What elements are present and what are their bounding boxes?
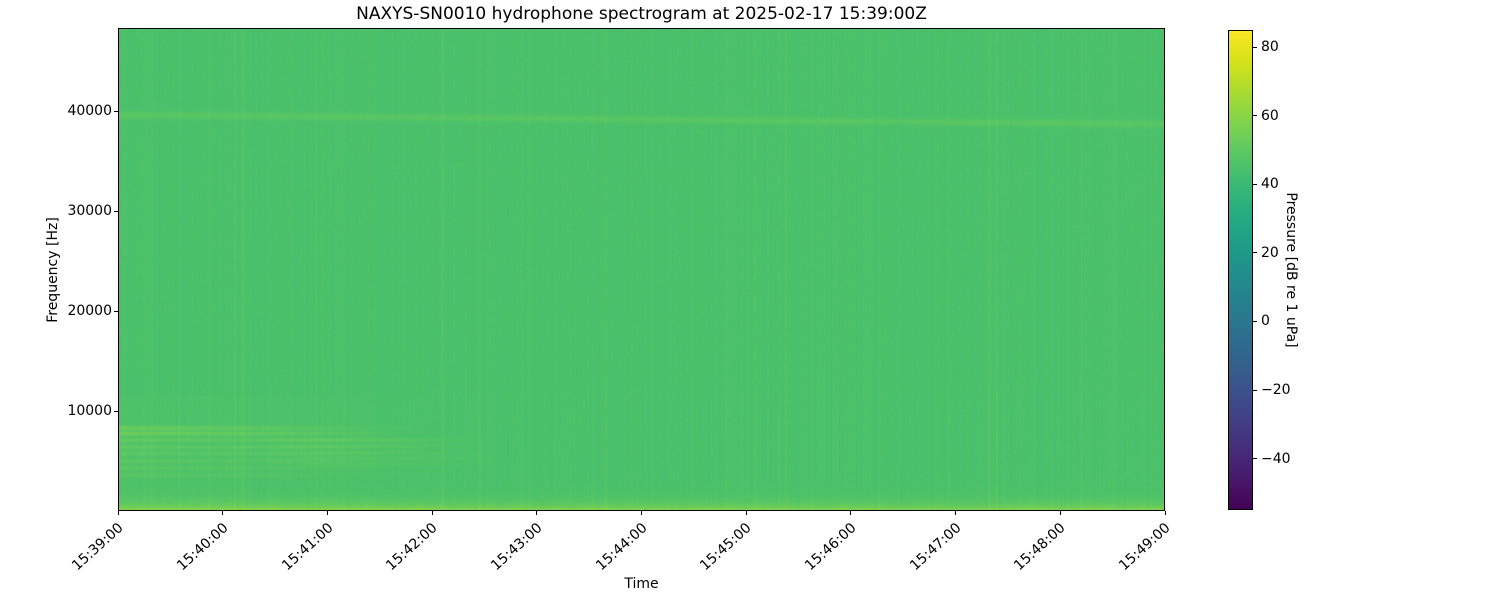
colorbar-tick-label: 80 [1261,39,1279,56]
x-tick-label: 15:49:00 [1116,520,1174,574]
colorbar-tick-mark [1253,458,1257,460]
x-tick-label: 15:42:00 [383,520,441,574]
x-tick-label: 15:47:00 [906,520,965,574]
x-tick-mark [1059,511,1061,515]
x-tick-label: 15:40:00 [173,520,232,574]
colorbar-tick-label: 0 [1261,313,1270,330]
x-tick-mark [536,511,538,515]
x-tick-label: 15:41:00 [278,520,337,574]
colorbar-tick-label: −20 [1261,382,1291,398]
chart-title: NAXYS-SN0010 hydrophone spectrogram at 2… [356,4,927,24]
x-tick-mark [745,511,747,515]
colorbar-tick-mark [1253,183,1257,185]
x-tick-label: 15:44:00 [592,520,651,574]
x-axis-label: Time [624,576,659,592]
y-tick-label: 40000 [67,103,112,119]
x-tick-mark [955,511,957,515]
x-tick-label: 15:43:00 [488,520,546,574]
colorbar-tick-mark [1253,389,1257,391]
colorbar-gradient [1228,30,1253,510]
x-tick-label: 15:39:00 [69,520,127,574]
x-tick-mark [641,511,642,515]
colorbar-tick-mark [1253,46,1257,48]
colorbar-tick-label: −40 [1261,450,1291,467]
colorbar-label: Pressure [dB re 1 uPa] [1283,192,1299,348]
x-tick-mark [222,511,224,515]
x-tick-mark [850,511,852,515]
x-tick-label: 15:46:00 [802,520,860,574]
colorbar-tick-label: 60 [1261,107,1279,124]
x-tick-label: 15:45:00 [697,520,755,574]
y-tick-mark [114,410,118,412]
spectrogram-heatmap [118,28,1165,511]
y-tick-mark [114,110,118,112]
colorbar-tick-label: 20 [1261,244,1279,261]
y-tick-mark [114,210,118,212]
x-tick-mark [1164,511,1166,515]
y-tick-label: 10000 [67,403,112,419]
y-tick-mark [114,310,118,312]
x-tick-mark [326,511,328,515]
colorbar-tick-mark [1253,320,1257,322]
x-tick-mark [431,511,433,515]
colorbar-tick-mark [1253,115,1257,117]
y-tick-label: 30000 [67,203,112,219]
colorbar-tick-mark [1253,252,1257,254]
colorbar-tick-label: 40 [1261,176,1279,193]
y-tick-label: 20000 [67,303,112,319]
x-tick-label: 15:48:00 [1011,520,1070,574]
x-tick-mark [117,511,119,515]
